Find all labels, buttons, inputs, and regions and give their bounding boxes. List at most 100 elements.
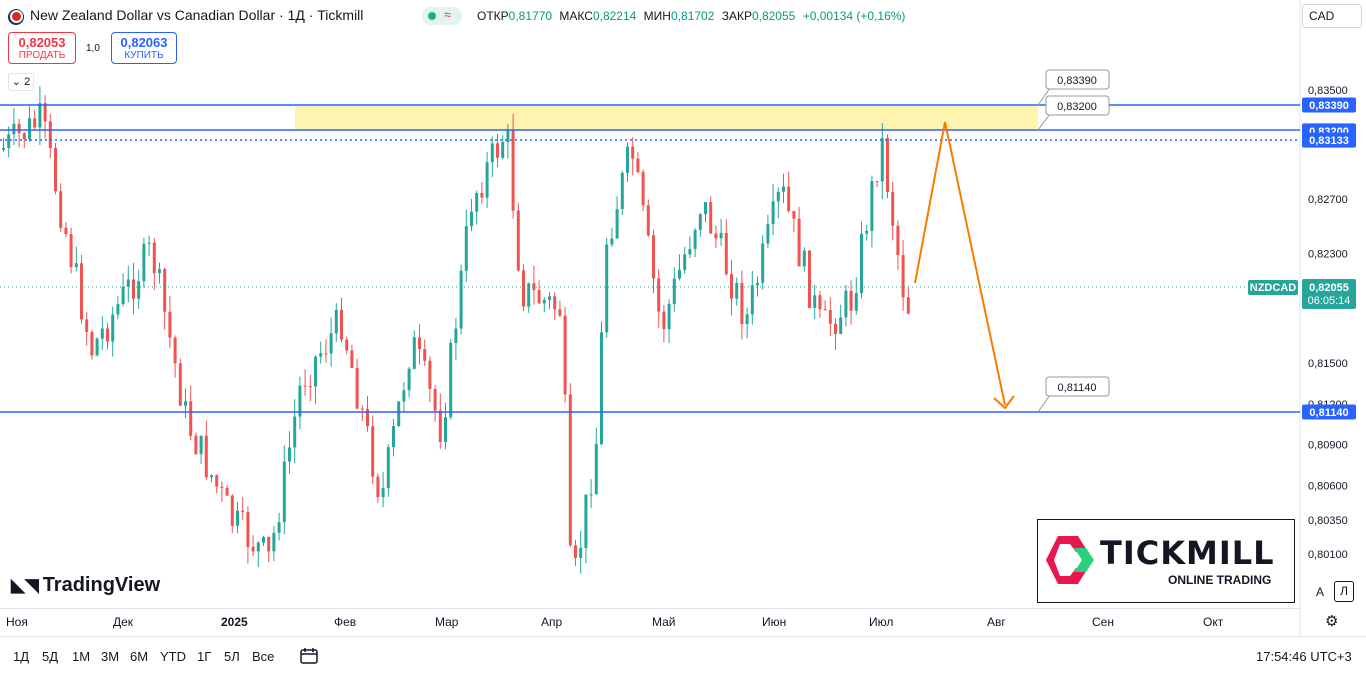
buy-button[interactable]: 0,82063 КУПИТЬ [111, 32, 177, 64]
candle-body [22, 133, 26, 140]
time-label: Ноя [6, 615, 28, 629]
candle-body [636, 158, 640, 172]
price-axis-label: 0,82700 [1308, 194, 1348, 206]
candle-body [828, 310, 832, 324]
candle-body [210, 475, 213, 478]
range-5d-button[interactable]: 5Д [42, 649, 59, 664]
auto-scale-button[interactable]: A [1315, 585, 1324, 599]
candle-body [553, 296, 557, 310]
candle-body [220, 486, 224, 488]
candle-body [589, 494, 593, 496]
callout-0-83200[interactable]: 0,83200 [1037, 95, 1110, 131]
candle-body [121, 286, 125, 305]
candle-body [620, 172, 624, 210]
candle-body [397, 401, 401, 427]
candle-body [288, 447, 291, 462]
time-axis[interactable]: Ноя Дек 2025 Фев Мар Апр Май Июн Июл Авг… [0, 608, 1300, 634]
candle-body [568, 394, 572, 546]
indicators-collapse-button[interactable]: ⌄ 2 [8, 73, 34, 91]
range-1d-button[interactable]: 1Д [13, 649, 30, 664]
candle-body [766, 224, 770, 244]
range-all-button[interactable]: Все [252, 649, 275, 664]
candle-body [28, 118, 31, 140]
candle-body [501, 142, 505, 158]
candle-body [392, 426, 395, 448]
range-5y-button[interactable]: 5Л [224, 649, 240, 664]
candle-body [906, 297, 910, 314]
candle-body [199, 435, 203, 455]
candle-body [522, 270, 525, 307]
candle-body [54, 148, 57, 192]
candle-body [480, 193, 484, 198]
price-chart[interactable]: 0,83390 0,83200 0,81140 0,83500 0,82700 0,… [0, 0, 1366, 636]
candle-body [756, 282, 759, 286]
candle-body [496, 143, 499, 158]
ohlc-close-value: 0,82055 [751, 9, 796, 23]
utc-clock[interactable]: 17:54:46 UTC+3 [1256, 649, 1352, 664]
candle-body [802, 250, 806, 267]
gear-icon[interactable]: ⚙ [1325, 613, 1339, 630]
candle-body [605, 244, 609, 333]
range-ytd-button[interactable]: YTD [160, 649, 186, 664]
candle-body [870, 181, 874, 231]
candles [2, 86, 910, 574]
candle-body [449, 342, 453, 418]
range-1y-button[interactable]: 1Г [197, 649, 212, 664]
sell-label: ПРОДАТЬ [18, 50, 66, 61]
price-axis-label: 0,80600 [1308, 481, 1348, 493]
indicators-count: 2 [24, 76, 31, 88]
sell-button[interactable]: 0,82053 ПРОДАТЬ [8, 32, 76, 64]
candle-body [574, 545, 577, 558]
candle-body [880, 138, 884, 182]
market-status[interactable]: ≈ [422, 7, 462, 25]
tickmill-mark-icon [1046, 536, 1094, 584]
candle-body [142, 243, 146, 282]
range-3m-button[interactable]: 3М [101, 649, 120, 664]
callout-0-83390[interactable]: 0,83390 [1037, 69, 1110, 106]
candle-body [730, 274, 733, 299]
candle-body [724, 232, 728, 275]
price-axis-label: 0,80900 [1308, 440, 1348, 452]
symbol-title[interactable]: New Zealand Dollar vs Canadian Dollar · … [30, 7, 364, 23]
candle-body [787, 186, 791, 212]
delay-icon: ≈ [444, 7, 452, 22]
candle-body [95, 338, 99, 356]
candle-body [168, 311, 172, 338]
price-axis-label: 0,80100 [1308, 549, 1348, 561]
candle-body [345, 339, 349, 351]
candle-body [246, 512, 250, 547]
candle-body [901, 255, 905, 298]
range-1m-button[interactable]: 1М [72, 649, 91, 664]
candle-body [340, 309, 343, 340]
candle-body [860, 233, 863, 294]
candle-body [189, 401, 193, 436]
candle-body [444, 417, 447, 442]
candle-body [896, 225, 900, 256]
callout-0-81140[interactable]: 0,81140 [1037, 376, 1110, 413]
candle-body [319, 353, 323, 357]
candle-body [163, 269, 167, 312]
bar-countdown: 06:05:14 [1308, 295, 1351, 307]
candle-body [381, 488, 385, 498]
candle-body [194, 435, 198, 455]
level-tag: 0,81140 [1302, 404, 1356, 420]
log-scale-button[interactable]: Л [1334, 581, 1354, 602]
candle-body [225, 487, 229, 496]
candle-body [844, 290, 848, 318]
callout-text: 0,83390 [1057, 75, 1097, 87]
callout-text: 0,83200 [1057, 101, 1097, 113]
price-axis[interactable]: 0,835000,827000,823000,815000,812000,809… [1308, 85, 1348, 561]
range-6m-button[interactable]: 6М [130, 649, 149, 664]
currency-select[interactable]: CAD [1302, 4, 1362, 28]
ohlc-values: ОТКР0,81770 МАКС0,82214 МИН0,81702 ЗАКР0… [477, 9, 909, 23]
candle-body [558, 309, 562, 316]
candle-body [33, 118, 37, 128]
buy-price: 0,82063 [120, 35, 168, 50]
time-label: Май [652, 615, 676, 629]
tradingview-logo[interactable]: ◣◥ TradingView [11, 574, 160, 597]
forecast-arrow[interactable] [914, 121, 1006, 406]
candle-body [610, 238, 614, 245]
candle-body [865, 230, 869, 234]
date-range-icon[interactable] [299, 647, 319, 665]
